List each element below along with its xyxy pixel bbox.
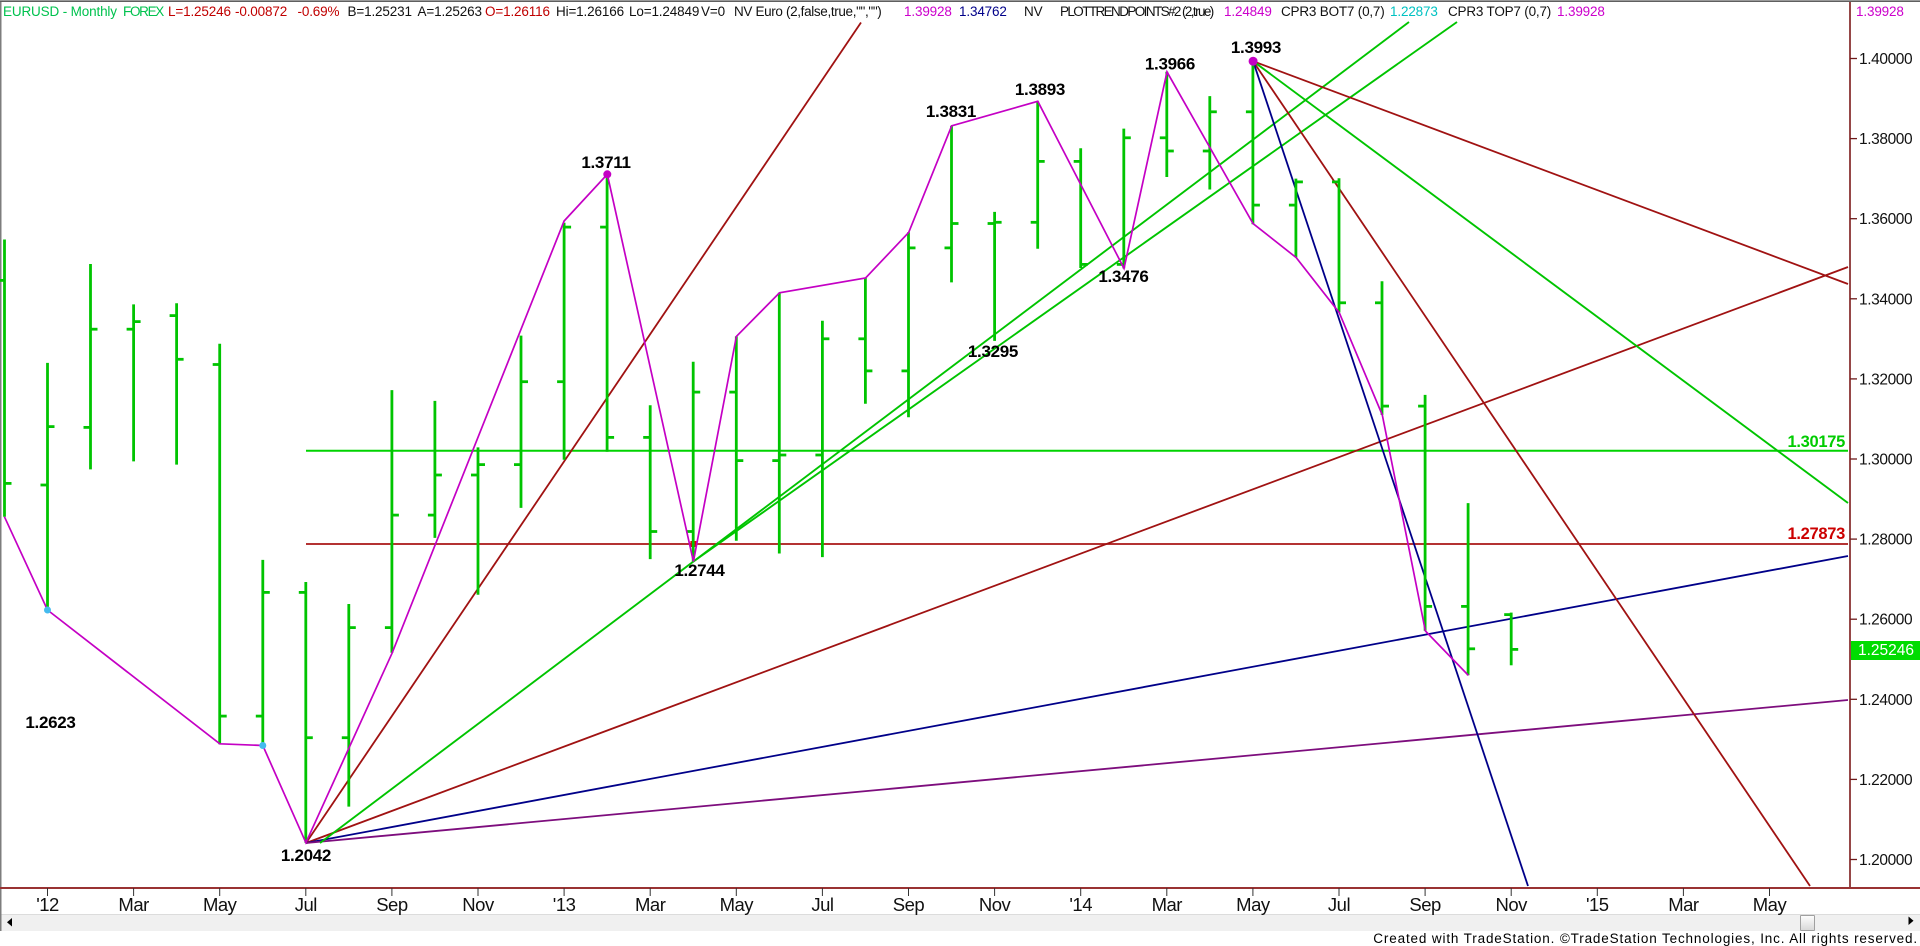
svg-text:May: May [203, 894, 238, 915]
svg-text:1.30175: 1.30175 [1787, 433, 1845, 451]
svg-text:'13: '13 [553, 894, 576, 915]
svg-text:Jul: Jul [811, 894, 833, 915]
svg-text:'15: '15 [1586, 894, 1609, 915]
svg-text:Jul: Jul [1328, 894, 1350, 915]
svg-text:1.3893: 1.3893 [1015, 80, 1065, 99]
svg-text:Mar: Mar [1152, 894, 1183, 915]
svg-text:1.3476: 1.3476 [1098, 267, 1148, 286]
svg-text:1.24000: 1.24000 [1859, 692, 1913, 709]
svg-text:Nov: Nov [979, 894, 1012, 915]
svg-text:1.22000: 1.22000 [1859, 772, 1913, 789]
svg-text:Jul: Jul [295, 894, 317, 915]
svg-text:1.40000: 1.40000 [1859, 51, 1913, 68]
svg-text:1.3711: 1.3711 [581, 153, 630, 172]
svg-text:1.32000: 1.32000 [1859, 371, 1913, 388]
svg-text:1.28000: 1.28000 [1859, 532, 1913, 549]
svg-text:Nov: Nov [462, 894, 495, 915]
svg-text:May: May [720, 894, 755, 915]
svg-text:Mar: Mar [1668, 894, 1699, 915]
svg-text:1.20000: 1.20000 [1859, 852, 1913, 869]
svg-text:1.3966: 1.3966 [1145, 55, 1195, 74]
svg-text:Sep: Sep [376, 894, 408, 915]
svg-text:1.3295: 1.3295 [968, 342, 1018, 361]
svg-text:1.3993: 1.3993 [1231, 38, 1281, 57]
svg-text:Nov: Nov [1495, 894, 1528, 915]
svg-text:1.38000: 1.38000 [1859, 131, 1913, 148]
svg-text:'12: '12 [36, 894, 59, 915]
svg-text:May: May [1753, 894, 1788, 915]
svg-text:1.3831: 1.3831 [926, 102, 976, 121]
svg-text:Sep: Sep [1409, 894, 1441, 915]
svg-text:1.30000: 1.30000 [1859, 452, 1913, 469]
svg-text:May: May [1236, 894, 1271, 915]
svg-text:1.34000: 1.34000 [1859, 291, 1913, 308]
svg-text:'14: '14 [1069, 894, 1092, 915]
svg-text:1.26000: 1.26000 [1859, 612, 1913, 629]
svg-text:1.27873: 1.27873 [1787, 525, 1845, 543]
svg-text:Mar: Mar [635, 894, 666, 915]
svg-text:1.36000: 1.36000 [1859, 211, 1913, 228]
svg-text:1.2042: 1.2042 [281, 846, 331, 865]
svg-text:Mar: Mar [118, 894, 149, 915]
svg-text:1.2623: 1.2623 [25, 713, 75, 732]
svg-text:Sep: Sep [893, 894, 925, 915]
svg-text:1.2744: 1.2744 [674, 561, 725, 580]
